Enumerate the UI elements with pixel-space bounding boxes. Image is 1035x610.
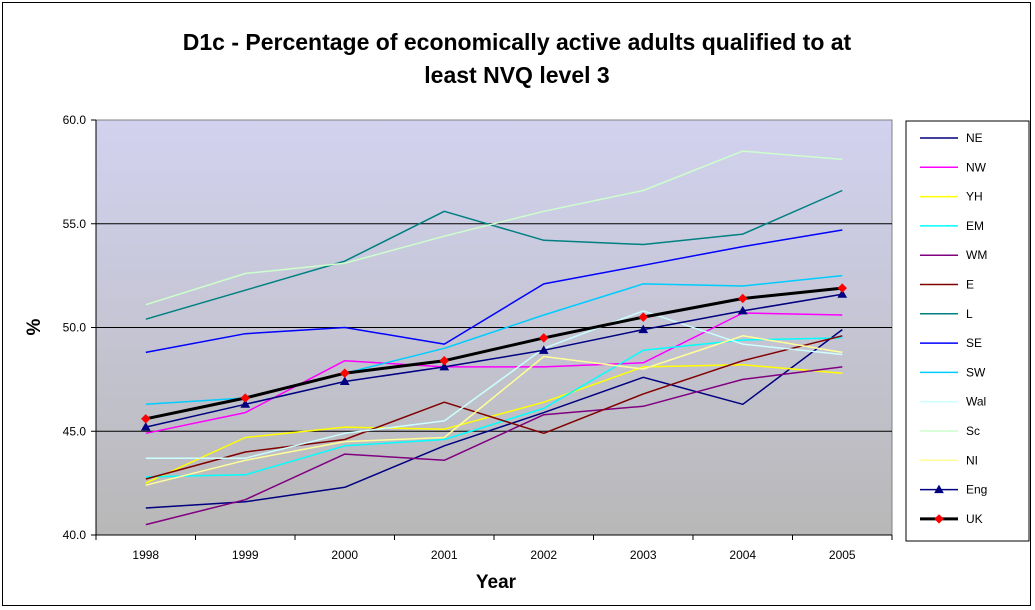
legend-label-nw: NW bbox=[966, 160, 987, 174]
data-point-uk bbox=[539, 333, 549, 343]
series-line-ni bbox=[145, 335, 843, 486]
legend-label-l: L bbox=[966, 307, 973, 321]
y-tick-label: 40.0 bbox=[63, 528, 87, 542]
series-line-l bbox=[145, 189, 843, 320]
legend-item-eng: Eng bbox=[920, 483, 987, 497]
legend-marker-eng bbox=[934, 484, 944, 494]
series-wm bbox=[145, 366, 843, 526]
data-point-uk bbox=[141, 414, 151, 424]
series-se bbox=[145, 229, 843, 354]
legend-item-em: EM bbox=[920, 219, 984, 233]
y-tick-label: 55.0 bbox=[63, 217, 87, 231]
legend-item-yh: YH bbox=[920, 190, 983, 204]
legend-marker-uk bbox=[934, 514, 944, 524]
data-point-uk bbox=[837, 283, 847, 293]
series-line-sc bbox=[145, 150, 843, 306]
series-line-ne bbox=[145, 329, 843, 509]
legend-label-e: E bbox=[966, 278, 974, 292]
legend-item-wal: Wal bbox=[920, 395, 986, 409]
legend-label-ni: NI bbox=[966, 453, 978, 467]
series-ne bbox=[145, 329, 843, 509]
x-tick-label: 2004 bbox=[729, 548, 756, 562]
data-point-uk bbox=[439, 355, 449, 366]
data-point-eng bbox=[439, 361, 450, 371]
x-tick-label: 2003 bbox=[630, 548, 657, 562]
series-ni bbox=[145, 335, 843, 486]
legend-label-wal: Wal bbox=[966, 395, 986, 409]
legend-label-sc: Sc bbox=[966, 424, 980, 438]
legend-item-ne: NE bbox=[920, 131, 983, 145]
y-tick-label: 50.0 bbox=[63, 321, 87, 335]
legend-label-em: EM bbox=[966, 219, 984, 233]
legend-item-se: SE bbox=[920, 336, 982, 350]
legend-item-sc: Sc bbox=[920, 424, 980, 438]
series-line-e bbox=[145, 335, 843, 480]
series-sc bbox=[145, 150, 843, 306]
legend-item-uk: UK bbox=[920, 512, 983, 526]
data-point-eng bbox=[339, 376, 350, 385]
data-point-uk bbox=[738, 293, 748, 304]
data-point-eng bbox=[837, 289, 848, 298]
legend-item-ni: NI bbox=[920, 453, 978, 467]
data-point-eng bbox=[240, 399, 251, 408]
legend-item-e: E bbox=[920, 278, 974, 292]
x-tick-label: 1998 bbox=[132, 548, 159, 562]
legend-label-wm: WM bbox=[966, 248, 987, 262]
series-line-uk bbox=[145, 286, 843, 421]
chart-title-line-1: D1c - Percentage of economically active … bbox=[183, 29, 852, 55]
series-line-yh bbox=[145, 364, 843, 484]
legend-label-yh: YH bbox=[966, 190, 983, 204]
legend-label-se: SE bbox=[966, 336, 982, 350]
x-tick-label: 1999 bbox=[232, 548, 259, 562]
legend-label-eng: Eng bbox=[966, 483, 987, 497]
series-line-se bbox=[145, 229, 843, 354]
series-e bbox=[145, 335, 843, 480]
legend-box bbox=[905, 120, 1030, 542]
y-axis-title: % bbox=[24, 318, 45, 335]
legend-item-wm: WM bbox=[920, 248, 987, 262]
series-line-wal bbox=[145, 310, 843, 459]
legend-item-l: L bbox=[920, 307, 973, 321]
data-point-uk bbox=[638, 312, 648, 322]
x-tick-label: 2002 bbox=[530, 548, 557, 562]
x-tick-label: 2001 bbox=[431, 548, 458, 562]
legend-label-uk: UK bbox=[966, 512, 983, 526]
x-tick-label: 2000 bbox=[331, 548, 358, 562]
legend-label-ne: NE bbox=[966, 131, 983, 145]
data-point-eng bbox=[140, 422, 151, 431]
data-point-eng bbox=[638, 324, 649, 334]
data-point-eng bbox=[737, 305, 748, 315]
x-axis-title: Year bbox=[476, 572, 517, 593]
series-line-wm bbox=[145, 366, 843, 526]
series-line-eng bbox=[145, 293, 843, 428]
y-tick-label: 45.0 bbox=[63, 424, 87, 438]
data-point-uk bbox=[240, 393, 250, 403]
legend-label-sw: SW bbox=[966, 365, 986, 379]
series-yh bbox=[145, 364, 843, 484]
y-tick-label: 60.0 bbox=[63, 113, 87, 127]
x-tick-label: 2005 bbox=[829, 548, 856, 562]
legend: NE NW YH EM WM E L SE SW Wal Sc NI Eng UK bbox=[920, 131, 987, 526]
legend-item-sw: SW bbox=[920, 365, 986, 379]
chart-title-line-2: least NVQ level 3 bbox=[424, 62, 609, 88]
legend-item-nw: NW bbox=[920, 160, 987, 174]
series-line-nw bbox=[145, 312, 843, 435]
series-l bbox=[145, 189, 843, 320]
series-eng bbox=[140, 289, 848, 431]
series-uk bbox=[141, 283, 847, 424]
data-point-uk bbox=[340, 368, 350, 378]
data-point-eng bbox=[538, 345, 549, 354]
